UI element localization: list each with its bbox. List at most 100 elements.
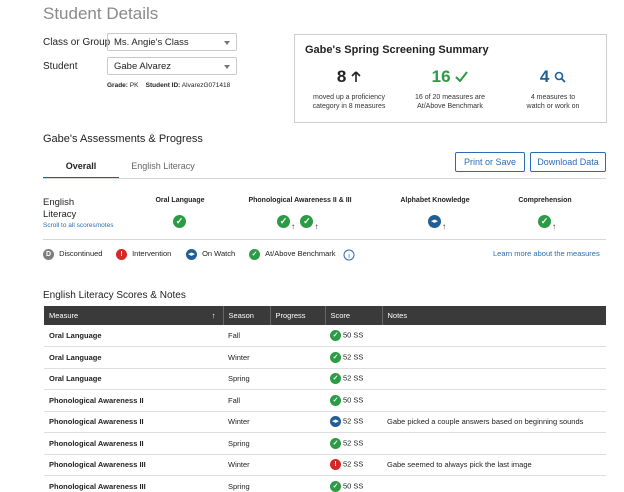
summary-stat-moved-up: 8 moved up a proficiency category in 8 me… <box>312 67 386 110</box>
score-cell: ✓ 52 SS <box>325 368 382 390</box>
discontinued-icon: D <box>43 249 54 260</box>
comprehension-status: ✓↑ <box>538 213 556 231</box>
progress-cell <box>270 432 325 455</box>
score-cell: ✓ 52 SS <box>325 432 382 455</box>
check-icon: ✓ <box>330 373 341 385</box>
eye-icon: ◂▸ <box>186 249 197 260</box>
legend-on-watch: ◂▸ On Watch <box>186 249 236 260</box>
tab-divider <box>43 178 606 179</box>
class-select[interactable]: Ms. Angie's Class <box>107 33 237 51</box>
student-select[interactable]: Gabe Alvarez <box>107 57 237 75</box>
eye-icon: ◂▸ <box>428 215 441 229</box>
arrow-up-icon: ↑ <box>442 222 446 231</box>
eye-icon: ◂▸ <box>330 416 341 428</box>
scores-table-body: Oral Language Fall ✓ 50 SS Oral Language Wint… <box>44 325 606 492</box>
score-cell: ✓ 50 SS <box>325 475 382 492</box>
tab-overall[interactable]: Overall <box>43 154 119 179</box>
season-cell: Spring <box>223 475 270 492</box>
tab-english-literacy[interactable]: English Literacy <box>131 161 195 171</box>
score-value: 52 SS <box>343 352 364 362</box>
season-cell: Winter <box>223 454 270 476</box>
sort-arrow-up-icon[interactable]: ↑ <box>211 311 216 320</box>
notes-cell <box>382 368 606 390</box>
score-value: 50 SS <box>343 481 364 491</box>
search-icon <box>554 71 566 83</box>
subject-label: English Literacy <box>43 197 77 220</box>
legend-discontinued: D Discontinued <box>43 249 102 260</box>
student-select-value: Gabe Alvarez <box>114 61 172 72</box>
alphabet-status: ◂▸↑ <box>428 213 446 231</box>
learn-more-link[interactable]: Learn more about the measures <box>493 249 600 258</box>
score-cell: ! 52 SS <box>325 454 382 476</box>
download-data-button[interactable]: Download Data <box>530 152 606 172</box>
notes-cell <box>382 389 606 412</box>
table-row: Phonological Awareness III Winter! 52 SS Ga… <box>44 454 606 476</box>
check-icon: ✓ <box>330 394 341 406</box>
table-row: Phonological Awareness II Winter ◂▸ 52 SS Ga… <box>44 411 606 433</box>
score-value: 52 SS <box>343 459 364 469</box>
measure-cell: Phonological Awareness III <box>44 475 223 492</box>
measure-cell: Phonological Awareness III <box>44 454 223 476</box>
alert-icon: ! <box>330 459 341 471</box>
table-row: Phonological Awareness II Fall ✓ 50 SS <box>44 389 606 412</box>
column-header-notes: Notes <box>382 306 606 325</box>
arrow-up-icon: ↑ <box>314 222 319 231</box>
score-cell: ✓ 50 SS <box>325 389 382 412</box>
category-alphabet-knowledge: Alphabet Knowledge <box>400 197 470 204</box>
season-cell: Winter <box>223 411 270 433</box>
measure-cell: Oral Language <box>44 368 223 390</box>
column-header-score: Score <box>325 306 383 325</box>
season-cell: Winter <box>223 346 270 369</box>
measure-cell: Oral Language <box>44 325 223 347</box>
check-icon: ✓ <box>330 351 341 363</box>
scroll-to-scores-link[interactable]: Scroll to all scores/notes <box>43 222 114 229</box>
season-cell: Fall <box>223 389 270 412</box>
phonological-status: ✓↑ ✓↑ <box>277 213 318 231</box>
score-cell: ✓ 52 SS <box>325 346 382 369</box>
svg-text:i: i <box>348 253 350 260</box>
check-icon: ✓ <box>173 215 186 229</box>
progress-cell <box>270 454 325 476</box>
assessments-title: Gabe's Assessments & Progress <box>43 133 203 145</box>
progress-cell <box>270 346 325 369</box>
table-row: Oral Language Fall ✓ 50 SS <box>44 325 606 347</box>
print-save-button[interactable]: Print or Save <box>455 152 525 172</box>
category-oral-language: Oral Language <box>155 197 205 204</box>
table-row: Phonological Awareness III Spring ✓ 50 SS <box>44 475 606 492</box>
check-icon: ✓ <box>538 215 551 229</box>
progress-cell <box>270 368 325 390</box>
measure-cell: Phonological Awareness II <box>44 432 223 455</box>
scores-table: Measure ↑ Season Progress Score Notes Or… <box>44 306 606 492</box>
arrow-up-icon <box>351 71 361 82</box>
score-value: 50 SS <box>343 330 364 340</box>
score-value: 52 SS <box>343 438 364 448</box>
check-icon: ✓ <box>330 480 341 492</box>
chevron-down-icon <box>224 41 230 45</box>
student-meta: Grade: PK Student ID: AlvarezG071418 <box>107 82 231 89</box>
class-label: Class or Group <box>43 37 111 48</box>
arrow-up-icon: ↑ <box>291 222 295 231</box>
progress-cell <box>270 389 325 412</box>
column-header-measure[interactable]: Measure ↑ <box>44 306 224 325</box>
notes-cell <box>382 475 606 492</box>
check-icon: ✓ <box>249 249 260 260</box>
legend-divider <box>43 239 606 240</box>
summary-title: Gabe's Spring Screening Summary <box>305 44 489 56</box>
season-cell: Spring <box>223 432 270 455</box>
check-icon <box>455 71 469 83</box>
category-comprehension: Comprehension <box>518 197 572 204</box>
check-icon: ✓ <box>277 215 290 229</box>
oral-language-status: ✓ <box>173 213 186 231</box>
table-row: Phonological Awareness II Spring ✓ 52 SS <box>44 432 606 455</box>
progress-cell <box>270 411 325 433</box>
arrow-up-icon: ↑ <box>552 222 556 231</box>
notes-cell: Gabe picked a couple answers based on be… <box>382 411 606 433</box>
notes-cell <box>382 325 606 347</box>
info-icon[interactable]: i <box>343 248 355 266</box>
alert-icon: ! <box>116 249 127 260</box>
column-header-season: Season <box>223 306 271 325</box>
check-icon: ✓ <box>300 215 314 229</box>
notes-cell: Gabe seemed to always pick the last imag… <box>382 454 606 476</box>
screening-summary-card: Gabe's Spring Screening Summary 8 moved … <box>294 34 607 123</box>
column-header-progress: Progress <box>270 306 326 325</box>
